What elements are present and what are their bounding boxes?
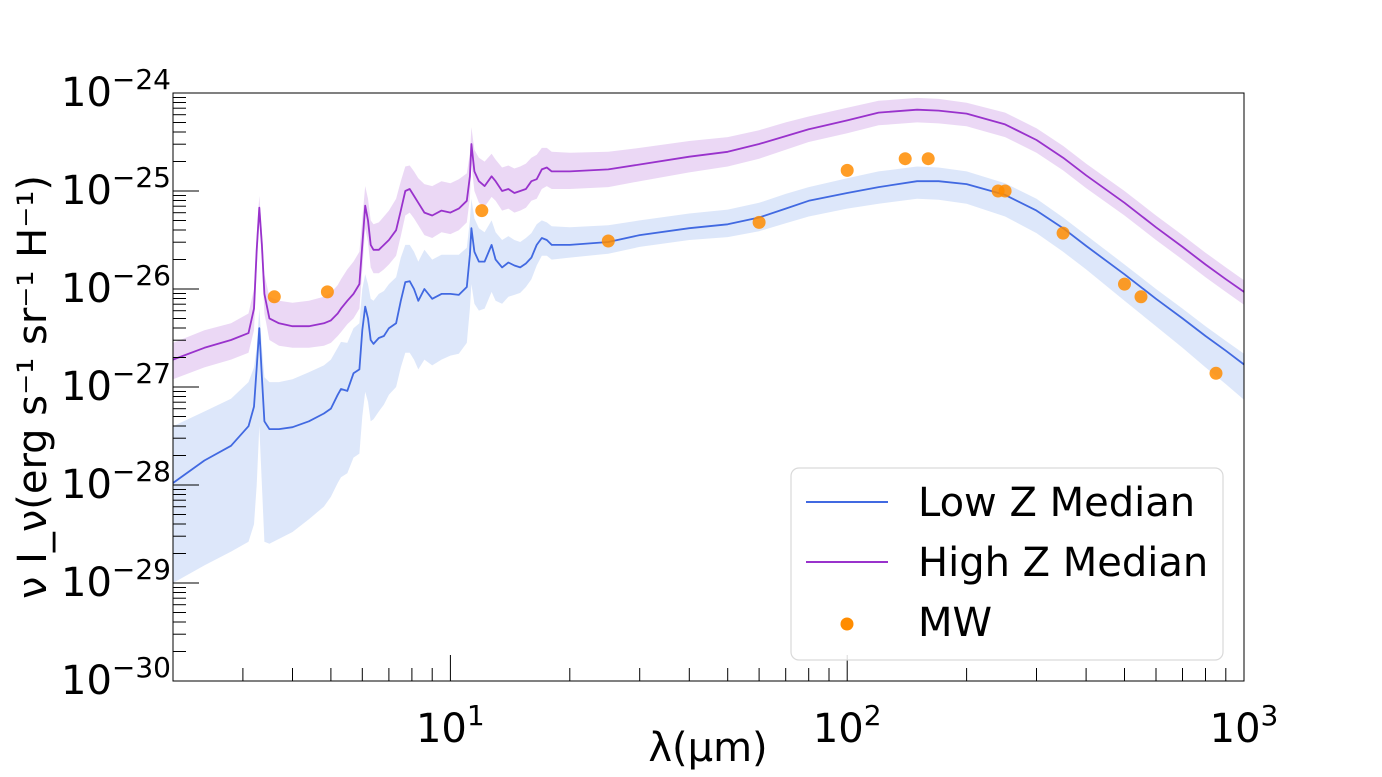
y-tick-label: 10−28 [61,455,171,508]
mw-point [998,184,1012,198]
mw-point [267,290,281,304]
y-tick-label: 10−27 [61,357,171,410]
mw-point [320,285,334,299]
x-tick-label: 101 [416,699,485,752]
mw-point [601,234,615,248]
high-z-median-line [172,108,1245,361]
legend-frame [790,467,1224,661]
mw-point [898,152,912,166]
legend: Low Z Median High Z Median MW [790,467,1224,661]
x-axis-label: λ(μm) [648,725,767,771]
mw-point [1209,366,1223,380]
low-z-median-line [172,180,1245,484]
legend-swatch-mw [840,617,854,631]
legend-label-high-z: High Z Median [918,540,1208,586]
legend-label-low-z: Low Z Median [918,480,1195,526]
low-z-median-band [173,166,1244,583]
y-axis-label: ν I_ν(erg s⁻¹ sr⁻¹ H⁻¹) [10,175,56,599]
y-tick-label: 10−24 [61,63,171,116]
y-tick-label: 10−30 [61,651,171,704]
legend-label-mw: MW [918,600,992,646]
ticks-layer [172,92,1245,682]
mw-point [475,204,489,218]
x-tick-label: 102 [813,699,882,752]
scatter-layer [267,152,1223,380]
mw-point [1134,290,1148,304]
mw-point [1056,226,1070,240]
mw-point [840,163,854,177]
mw-point [752,215,766,229]
y-tick-label: 10−25 [61,161,171,214]
tick-labels-layer: 10−24 10−25 10−26 10−27 10−28 10−29 10−30 101 10… [61,63,1278,752]
x-tick-label: 103 [1210,699,1279,752]
y-tick-label: 10−26 [61,259,171,312]
mw-point [1118,277,1131,291]
lines-layer [172,108,1245,484]
mw-point [921,152,935,166]
y-tick-label: 10−29 [61,553,171,606]
